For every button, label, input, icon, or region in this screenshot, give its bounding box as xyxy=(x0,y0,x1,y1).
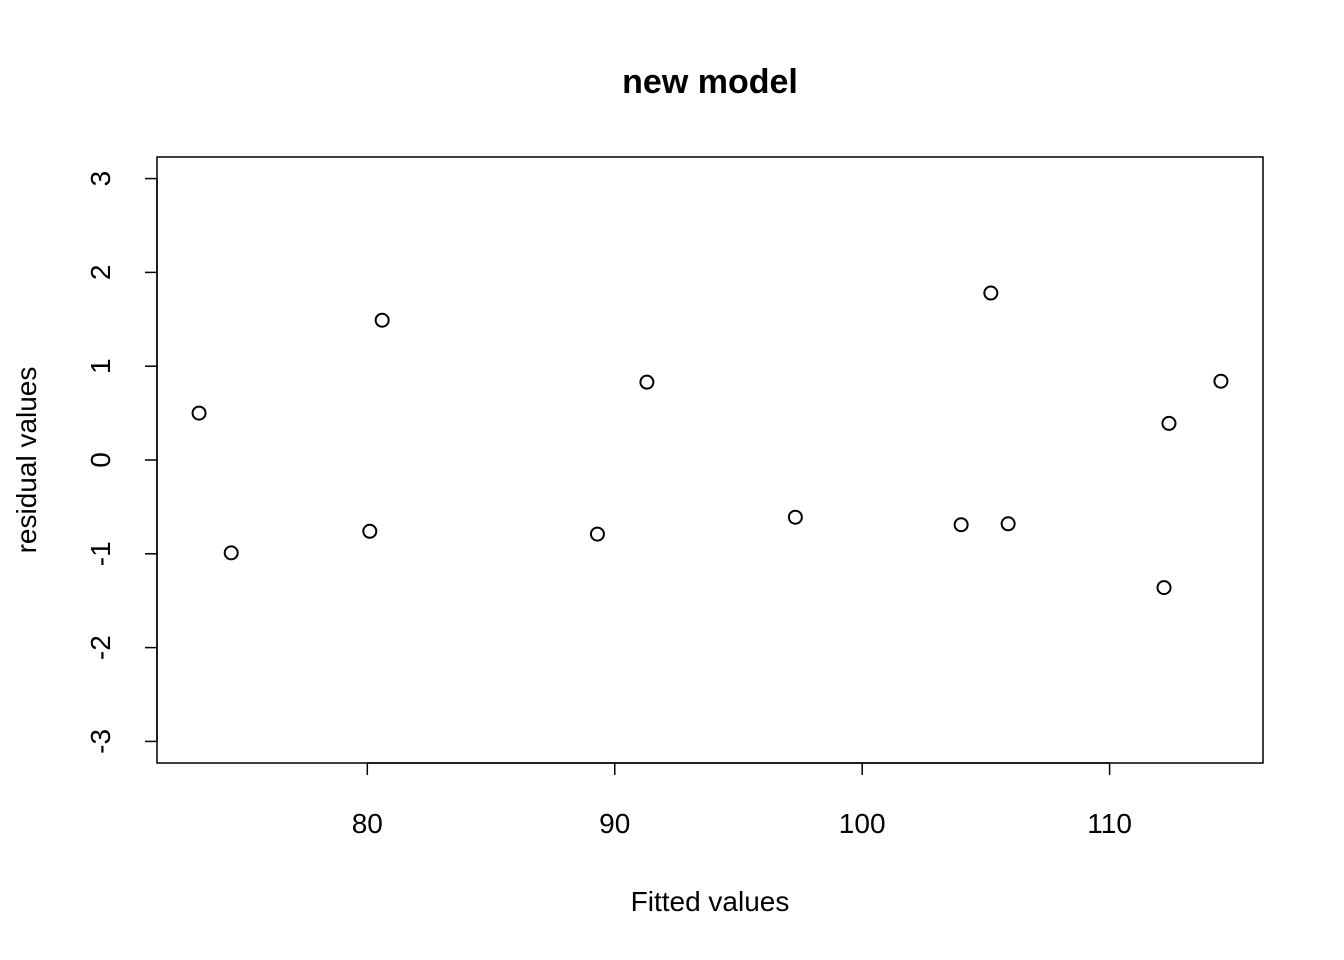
data-point xyxy=(362,523,378,539)
y-tick-label: 2 xyxy=(85,265,116,281)
x-tick-label: 110 xyxy=(1087,808,1132,839)
x-tick-label: 90 xyxy=(599,808,630,839)
data-point xyxy=(223,545,239,561)
x-axis: 80 90 100 110 xyxy=(352,762,1132,839)
data-point xyxy=(191,405,207,421)
y-tick-label: 0 xyxy=(85,452,116,468)
data-points xyxy=(191,285,1229,596)
data-point xyxy=(589,526,605,542)
x-tick-label: 100 xyxy=(839,808,886,839)
data-point xyxy=(374,312,390,328)
plot-frame xyxy=(156,156,1264,764)
data-point xyxy=(1000,516,1016,532)
y-axis-label: residual values xyxy=(11,367,42,554)
data-point xyxy=(639,374,655,390)
data-point xyxy=(953,517,969,533)
x-tick-label: 80 xyxy=(352,808,383,839)
y-tick-label: -2 xyxy=(85,635,116,660)
x-axis-label: Fitted values xyxy=(631,886,790,917)
data-point xyxy=(1213,373,1229,389)
y-tick-label: -1 xyxy=(85,541,116,566)
y-tick-label: 3 xyxy=(85,171,116,187)
data-point xyxy=(983,285,999,301)
chart-title: new model xyxy=(622,63,798,101)
y-tick-label: -3 xyxy=(85,729,116,754)
data-point xyxy=(787,509,803,525)
data-point xyxy=(1161,415,1177,431)
y-axis: -3 -2 -1 0 1 2 3 xyxy=(85,171,158,754)
data-point xyxy=(1156,580,1172,596)
y-tick-label: 1 xyxy=(85,358,116,374)
